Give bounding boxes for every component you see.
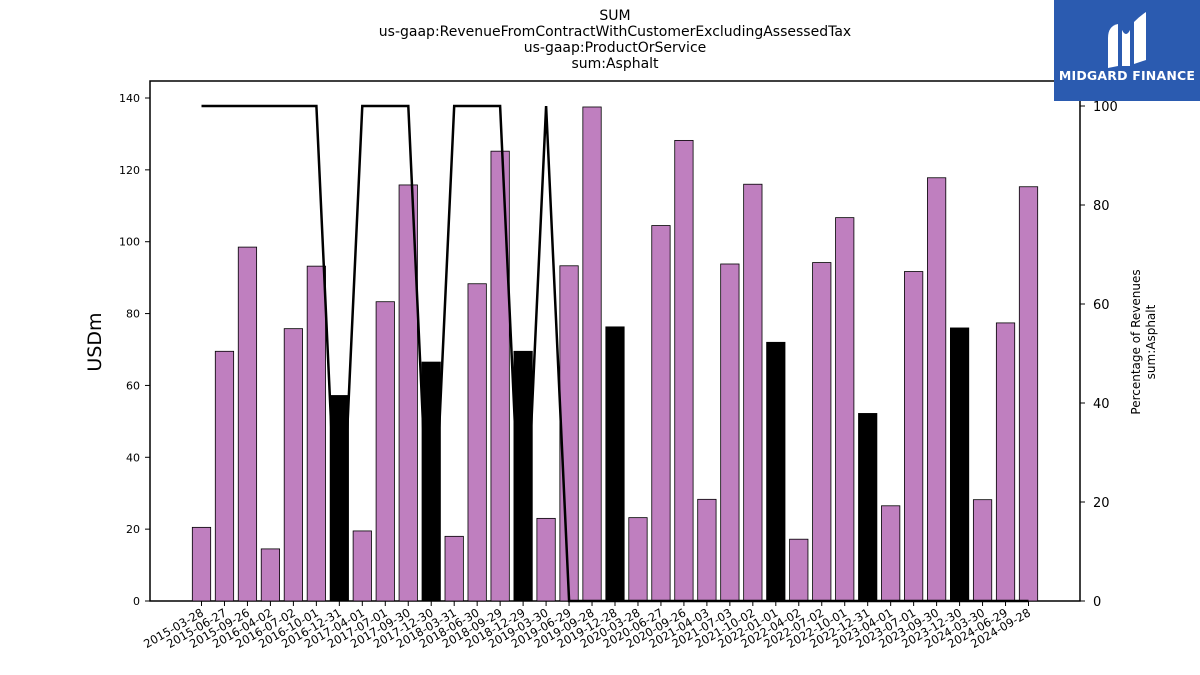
bar	[582, 106, 602, 602]
bar	[260, 548, 281, 602]
y-tick-label: 100	[119, 236, 140, 249]
bar	[720, 263, 740, 602]
bar	[536, 517, 556, 602]
bar	[559, 265, 579, 602]
y-right-axis-label-line-1: Percentage of Revenues	[1129, 269, 1143, 414]
bar	[858, 413, 878, 602]
bar	[881, 505, 901, 602]
y-tick-label: 60	[126, 379, 140, 392]
bar	[949, 327, 970, 602]
bar	[191, 526, 212, 602]
bar	[835, 217, 855, 602]
bar	[1018, 186, 1039, 602]
bar	[789, 538, 809, 602]
chart-title-line-4: sum:Asphalt	[571, 56, 659, 72]
bar	[467, 283, 487, 602]
bar	[444, 535, 464, 602]
bar	[306, 265, 326, 602]
bar	[972, 499, 993, 602]
y-right-tick-label: 80	[1093, 199, 1110, 214]
bar	[605, 326, 625, 602]
y-right-tick-label: 0	[1093, 595, 1101, 610]
y-right-tick-label: 40	[1093, 397, 1110, 412]
bar	[904, 271, 924, 602]
bar	[812, 262, 832, 602]
y-tick-label: 120	[119, 164, 140, 177]
y-axis-label: USDm	[84, 312, 106, 371]
logo-mark-icon	[1108, 12, 1146, 68]
bar	[766, 341, 786, 602]
chart-title-line-3: us-gaap:ProductOrService	[523, 40, 707, 56]
midgard-finance-logo: MIDGARD FINANCE	[1054, 0, 1200, 101]
y-tick-label: 40	[126, 451, 140, 464]
bar	[237, 246, 258, 602]
bar	[995, 322, 1016, 602]
logo-text: MIDGARD FINANCE	[1058, 68, 1196, 83]
bar	[697, 498, 717, 602]
chart-title-line-1: SUM	[599, 8, 631, 24]
y-right-axis-label-line-2: sum:Asphalt	[1144, 304, 1158, 379]
y-tick-label: 0	[133, 595, 140, 608]
bar	[329, 395, 349, 602]
chart-title-line-2: us-gaap:RevenueFromContractWithCustomerE…	[378, 24, 852, 40]
bar	[651, 225, 671, 602]
bar	[628, 517, 648, 602]
y-tick-label: 140	[119, 92, 140, 105]
y-right-tick-label: 100	[1093, 100, 1118, 115]
y-right-tick-label: 20	[1093, 496, 1110, 511]
bar	[674, 139, 694, 602]
y-tick-label: 20	[126, 523, 140, 536]
bar	[352, 530, 372, 602]
bar	[214, 350, 235, 602]
y-right-tick-label: 60	[1093, 298, 1110, 313]
y-tick-label: 80	[126, 308, 140, 321]
bar	[927, 177, 947, 602]
bar	[743, 183, 763, 602]
bar	[375, 301, 395, 602]
bar	[283, 328, 303, 602]
